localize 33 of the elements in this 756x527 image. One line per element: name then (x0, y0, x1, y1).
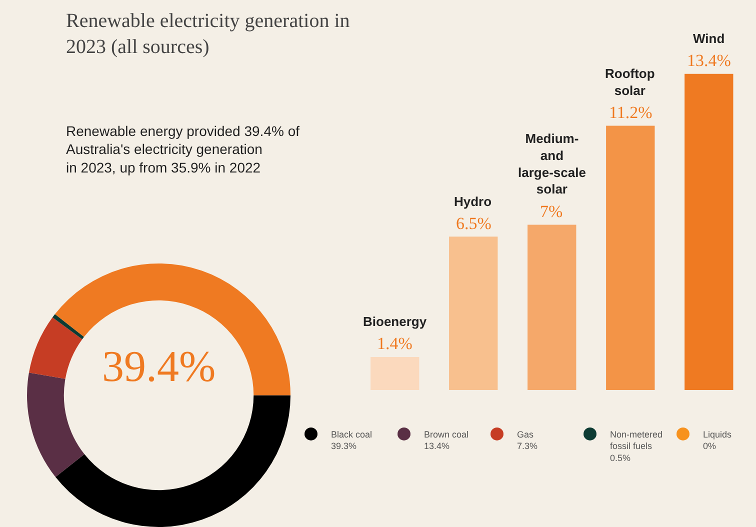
x-tick-label: Rooftop solar (605, 66, 655, 98)
legend-label: Brown coal (424, 429, 469, 440)
data-label: 13.4% (687, 51, 731, 70)
donut-slice (54, 264, 291, 396)
x-tick-label: Bioenergy (363, 314, 428, 329)
x-tick-label: Wind (693, 31, 725, 46)
bar (684, 74, 734, 390)
data-label: 6.5% (456, 214, 492, 233)
data-label: 39.3% (331, 441, 357, 452)
donut-slice (28, 317, 82, 379)
donut-slice (27, 372, 84, 478)
bar (449, 236, 498, 390)
bar (606, 126, 655, 390)
bar (370, 356, 420, 390)
data-label: 1.4% (377, 334, 412, 353)
legend-label: Non-metered fossil fuels (610, 429, 663, 452)
legend-label: Gas (517, 429, 534, 440)
x-tick-label: Hydro (454, 194, 492, 209)
data-label: 0.5% (610, 452, 631, 463)
legend-label: Liquids (703, 429, 732, 440)
data-label: 7% (540, 202, 563, 221)
data-label: 13.4% (424, 441, 450, 452)
chart-subtitle: Renewable energy provided 39.4% of Australia's electricity generation in 2023, up from 35.9% in 2022 (66, 123, 300, 176)
data-label: 7.3% (517, 441, 538, 452)
data-label: 39.4% (102, 342, 216, 391)
donut-slice (55, 395, 291, 527)
x-tick-label: Medium- and large-scale solar (518, 131, 586, 197)
data-label: 11.2% (609, 103, 652, 122)
chart-title: Renewable electricity generation in 2023 (all sources) (66, 10, 350, 58)
bar (528, 224, 576, 390)
donut-slice (52, 314, 84, 340)
legend-label: Black coal (331, 429, 372, 440)
text: 0% (703, 441, 716, 452)
